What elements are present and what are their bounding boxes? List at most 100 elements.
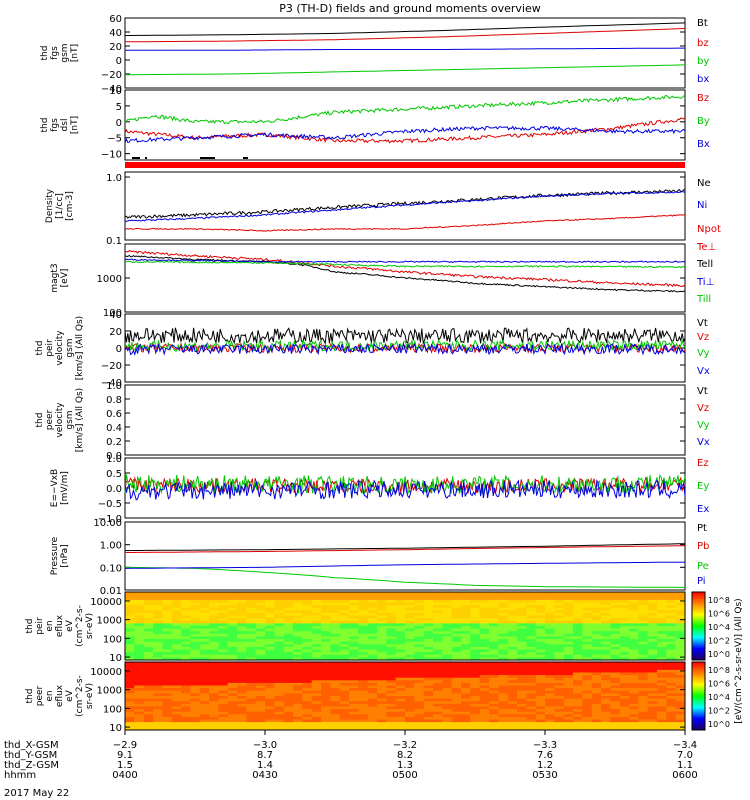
heatmap-cell — [302, 709, 313, 713]
heatmap-cell — [405, 698, 415, 702]
heatmap-cell — [470, 727, 481, 731]
heatmap-cell — [358, 724, 369, 728]
heatmap-cell — [302, 654, 313, 658]
x-tick-label: 0500 — [392, 770, 417, 781]
heatmap-cell — [442, 685, 453, 689]
heatmap-cell — [171, 610, 182, 614]
heatmap-cell — [311, 727, 322, 731]
heatmap-cell — [647, 698, 658, 702]
heatmap-cell — [573, 646, 583, 651]
heatmap-cell — [545, 623, 555, 627]
heatmap-cell — [619, 597, 630, 601]
heatmap-cell — [610, 667, 621, 671]
heatmap-cell — [461, 633, 471, 637]
heatmap-cell — [563, 719, 574, 723]
heatmap-cell — [246, 605, 257, 609]
heatmap-cell — [386, 716, 397, 721]
heatmap-cell — [591, 654, 602, 658]
heatmap-cell — [526, 688, 537, 692]
heatmap-cell — [470, 633, 481, 637]
heatmap-cell — [638, 612, 649, 617]
heatmap-cell — [227, 724, 238, 728]
heatmap-cell — [349, 644, 359, 648]
heatmap-cell — [582, 618, 593, 622]
heatmap-cell — [563, 620, 574, 624]
heatmap-cell — [293, 664, 303, 668]
heatmap-cell — [423, 615, 434, 619]
heatmap-cell — [545, 636, 555, 640]
heatmap-cell — [274, 649, 285, 653]
heatmap-cell — [442, 592, 453, 596]
heatmap-cell — [190, 612, 201, 617]
heatmap-cell — [675, 605, 686, 609]
heatmap-cell — [545, 644, 555, 648]
heatmap-cell — [517, 669, 527, 673]
heatmap-cell — [405, 620, 415, 624]
heatmap-cell — [591, 631, 602, 635]
heatmap-cell — [563, 677, 574, 681]
heatmap-cell — [153, 599, 163, 603]
heatmap-cell — [629, 714, 639, 718]
heatmap-cell — [171, 727, 182, 731]
heatmap-cell — [246, 701, 257, 705]
heatmap-cell — [255, 667, 266, 671]
heatmap-cell — [143, 618, 154, 622]
heatmap-cell — [554, 682, 565, 687]
heatmap-cell — [573, 698, 583, 702]
heatmap-cell — [573, 701, 583, 705]
heatmap-cell — [339, 727, 350, 731]
heatmap-cell — [489, 618, 499, 622]
heatmap-cell — [442, 724, 453, 728]
heatmap-cell — [451, 602, 462, 606]
heatmap-cell — [153, 623, 163, 627]
heatmap-cell — [349, 633, 359, 637]
heatmap-cell — [367, 677, 378, 681]
heatmap-cell — [563, 727, 574, 731]
heatmap-cell — [489, 610, 499, 614]
heatmap-cell — [209, 633, 219, 637]
heatmap-cell — [181, 646, 191, 651]
heatmap-cell — [433, 631, 443, 635]
heatmap-cell — [526, 714, 537, 718]
heatmap-cell — [479, 727, 490, 731]
heatmap-cell — [451, 607, 462, 611]
heatmap-cell — [181, 612, 191, 617]
heatmap-cell — [358, 672, 369, 676]
y-tick-label: 10 — [109, 86, 122, 97]
heatmap-cell — [227, 672, 238, 676]
heatmap-cell — [675, 610, 686, 614]
heatmap-cell — [423, 716, 434, 721]
heatmap-cell — [498, 602, 509, 606]
heatmap-cell — [451, 597, 462, 601]
heatmap-cell — [647, 685, 658, 689]
heatmap-cell — [181, 641, 191, 645]
x-row-label: thd_X-GSM — [4, 740, 59, 751]
heatmap-cell — [470, 594, 481, 598]
heatmap-cell — [526, 669, 537, 673]
heatmap-cell — [470, 685, 481, 689]
heatmap-cell — [321, 636, 331, 640]
heatmap-cell — [134, 639, 145, 643]
heatmap-cell — [675, 654, 686, 658]
heatmap-cell — [498, 605, 509, 609]
heatmap-cell — [367, 664, 378, 668]
y-tick-label: 1000 — [97, 686, 122, 697]
heatmap-cell — [330, 688, 341, 692]
heatmap-cell — [255, 646, 266, 651]
heatmap-cell — [339, 703, 350, 707]
heatmap-cell — [181, 649, 191, 653]
heatmap-cell — [545, 610, 555, 614]
heatmap-cell — [358, 675, 369, 679]
heatmap-cell — [647, 693, 658, 697]
heatmap-cell — [489, 703, 499, 707]
heatmap-cell — [526, 693, 537, 697]
heatmap-cell — [647, 680, 658, 684]
heatmap-cell — [638, 688, 649, 692]
heatmap-cell — [610, 685, 621, 689]
heatmap-cell — [227, 597, 238, 601]
heatmap-cell — [601, 680, 611, 684]
heatmap-cell — [573, 664, 583, 668]
heatmap-cell — [470, 618, 481, 622]
heatmap-cell — [573, 672, 583, 676]
heatmap-cell — [162, 610, 173, 614]
